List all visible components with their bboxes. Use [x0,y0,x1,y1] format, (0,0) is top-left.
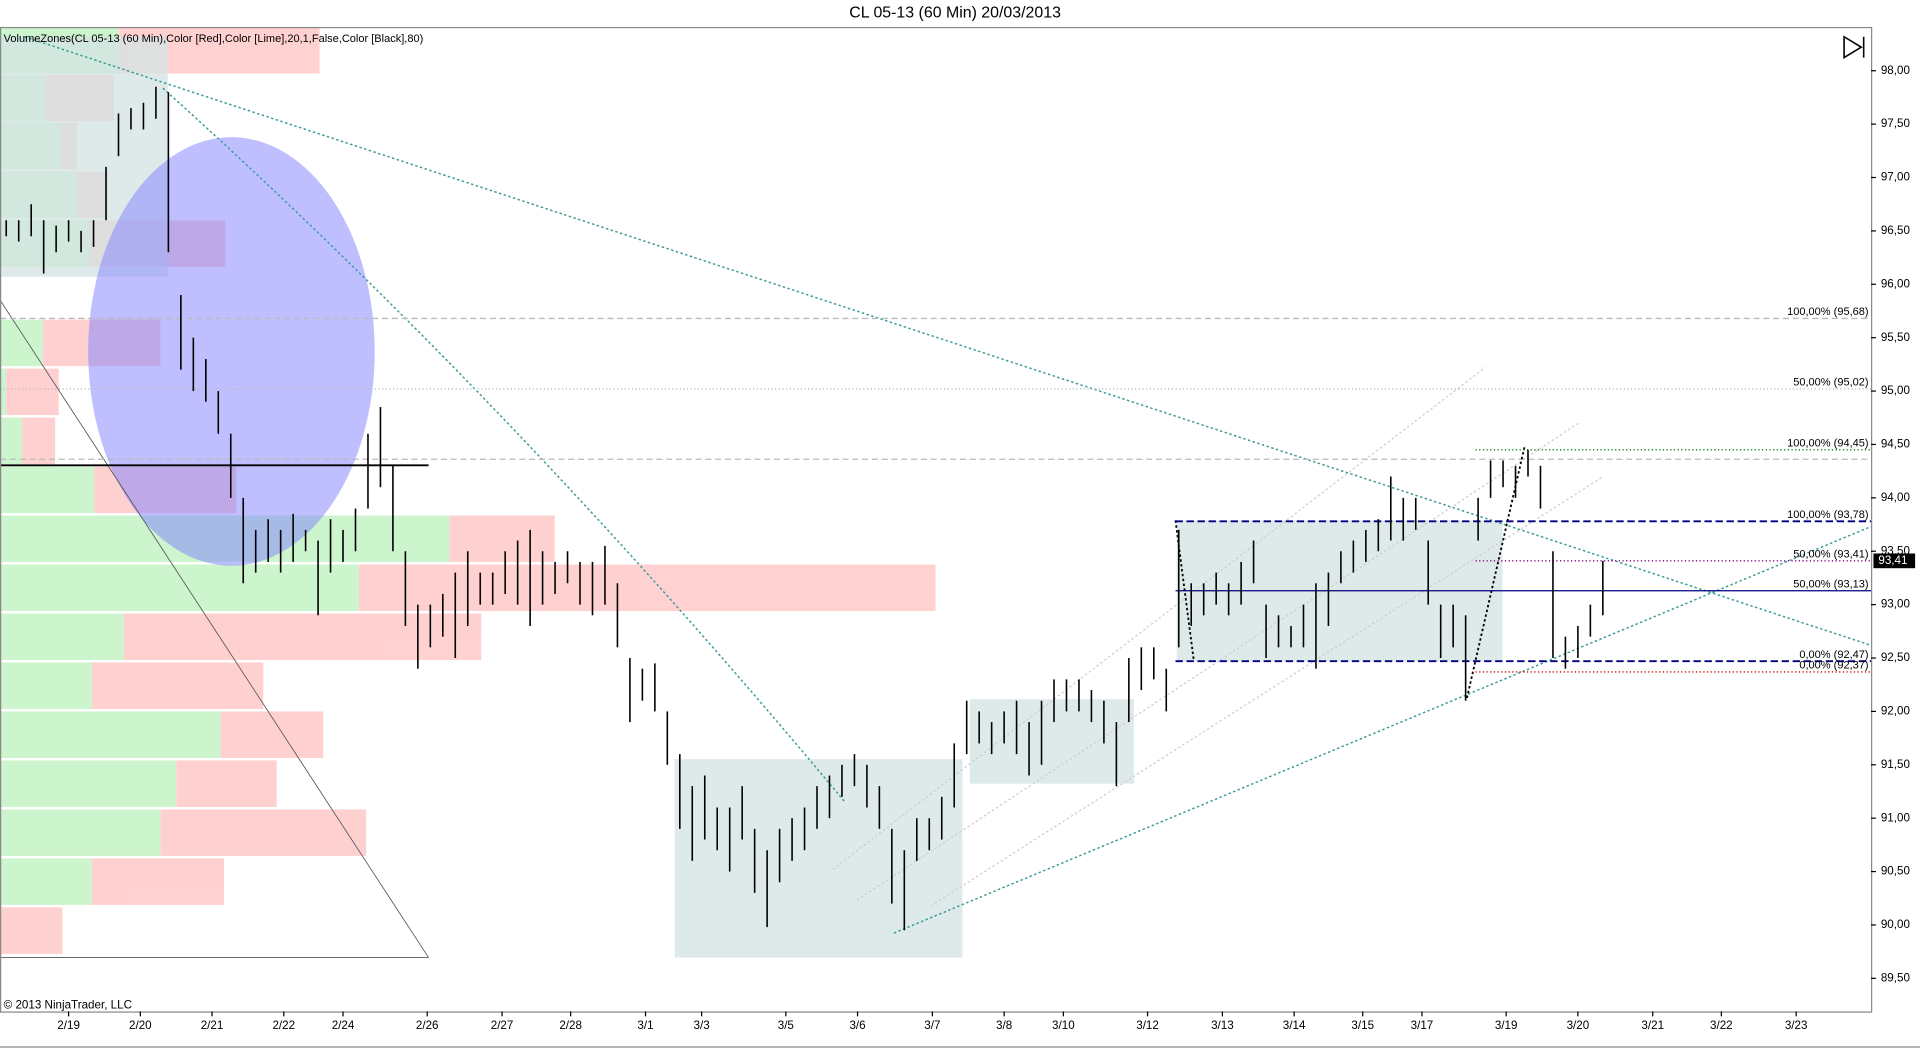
x-tick-label: 3/14 [1283,1019,1306,1032]
y-tick-label: 95,00 [1881,384,1911,397]
channel-line [930,477,1602,907]
chart-title: CL 05-13 (60 Min) 20/03/2013 [849,5,1061,22]
x-tick-label: 3/21 [1641,1019,1664,1032]
y-tick-label: 91,50 [1881,758,1911,771]
y-tick-label: 92,50 [1881,651,1911,664]
x-tick-label: 2/21 [201,1019,224,1032]
y-tick-label: 90,00 [1881,918,1911,931]
x-tick-label: 3/13 [1211,1019,1234,1032]
levels: 100,00% (95,68) 50,00% (95,02) 100,00% (94… [0,306,1872,673]
x-tick-label: 3/3 [694,1019,710,1032]
volume-buy [0,466,95,514]
volume-buy [0,564,359,612]
volume-sell [91,858,225,905]
playback-icon [1843,35,1865,59]
x-tick-label: 3/7 [924,1019,940,1032]
x-tick-label: 3/1 [637,1019,653,1032]
last-price-label: 93,41 [1878,554,1907,567]
trend-line [893,525,1872,934]
y-tick-label: 96,50 [1881,224,1911,237]
x-tick-label: 3/15 [1351,1019,1374,1032]
channel-line [832,366,1486,870]
x-tick-label: 2/27 [491,1019,514,1032]
x-tick-label: 2/24 [332,1019,355,1032]
x-tick-label: 3/10 [1052,1019,1075,1032]
x-tick-label: 2/19 [57,1019,80,1032]
x-tick-label: 3/8 [996,1019,1012,1032]
x-tick-label: 3/6 [849,1019,865,1032]
copyright: © 2013 NinjaTrader, LLC [4,998,132,1011]
x-tick-label: 3/23 [1785,1019,1808,1032]
trend-line [24,36,1872,647]
plot-frame [0,26,1873,1013]
volume-buy [0,711,221,758]
volume-buy [0,613,124,661]
volume-buy [0,858,92,905]
volume-sell [123,613,482,661]
volume-buy [0,417,23,465]
volume-buy [0,809,161,856]
level-label: 100,00% (95,68) [1787,306,1868,318]
icon-triangle [1843,35,1863,59]
level-label: 50,00% (93,13) [1793,579,1868,591]
level-label: 50,00% (93,41) [1793,549,1868,561]
level-label: 100,00% (93,78) [1787,509,1868,521]
volume-sell [6,368,59,416]
channel-line [856,421,1580,901]
volume-sell [22,417,56,465]
range-box [969,699,1134,784]
x-tick-label: 3/19 [1495,1019,1518,1032]
x-tick-label: 2/20 [129,1019,152,1032]
volume-sell [176,760,277,807]
x-tick-label: 2/28 [559,1019,582,1032]
y-tick-label: 94,50 [1881,438,1911,451]
y-tick-label: 98,00 [1881,64,1911,77]
x-tick-label: 2/22 [272,1019,295,1032]
level-label: 0,00% (92,47) [1799,649,1868,661]
y-tick-label: 97,00 [1881,171,1911,184]
x-tick-label: 3/12 [1136,1019,1159,1032]
diagonal-line [0,299,429,958]
volume-sell [160,809,367,856]
volume-sell [358,564,936,612]
x-tick-label: 3/5 [778,1019,794,1032]
y-tick-label: 89,50 [1881,971,1911,984]
volume-buy [0,662,92,709]
y-tick-label: 90,50 [1881,865,1911,878]
volume-sell [0,907,63,954]
volume-buy [0,319,43,367]
y-tick-label: 97,50 [1881,117,1911,130]
level-label: 50,00% (95,02) [1793,377,1868,389]
level-label: 100,00% (94,45) [1787,438,1868,450]
y-tick-label: 95,50 [1881,331,1911,344]
x-tick-label: 3/20 [1567,1019,1590,1032]
volume-sell [449,515,555,563]
fib-anchor [1466,446,1526,699]
volume-sell [91,662,264,709]
y-tick-label: 96,00 [1881,277,1911,290]
indicator-label: VolumeZones(CL 05-13 (60 Min),Color [Red… [4,33,424,45]
volume-buy [0,760,177,807]
x-tick-label: 3/22 [1710,1019,1733,1032]
y-tick-label: 93,00 [1881,598,1911,611]
price-bars [5,86,1604,931]
y-tick-label: 94,00 [1881,491,1911,504]
range-box [674,759,963,958]
x-tick-label: 3/17 [1411,1019,1434,1032]
trend-line [162,87,846,803]
level-label: 0,00% (92,37) [1799,660,1868,672]
y-tick-label: 91,00 [1881,811,1911,824]
y-tick-label: 92,00 [1881,704,1911,717]
drawing-lines [0,36,1872,958]
volume-buy [0,368,7,416]
x-tick-label: 2/26 [416,1019,439,1032]
last-price-box [1873,553,1916,569]
volume-sell [220,711,324,758]
